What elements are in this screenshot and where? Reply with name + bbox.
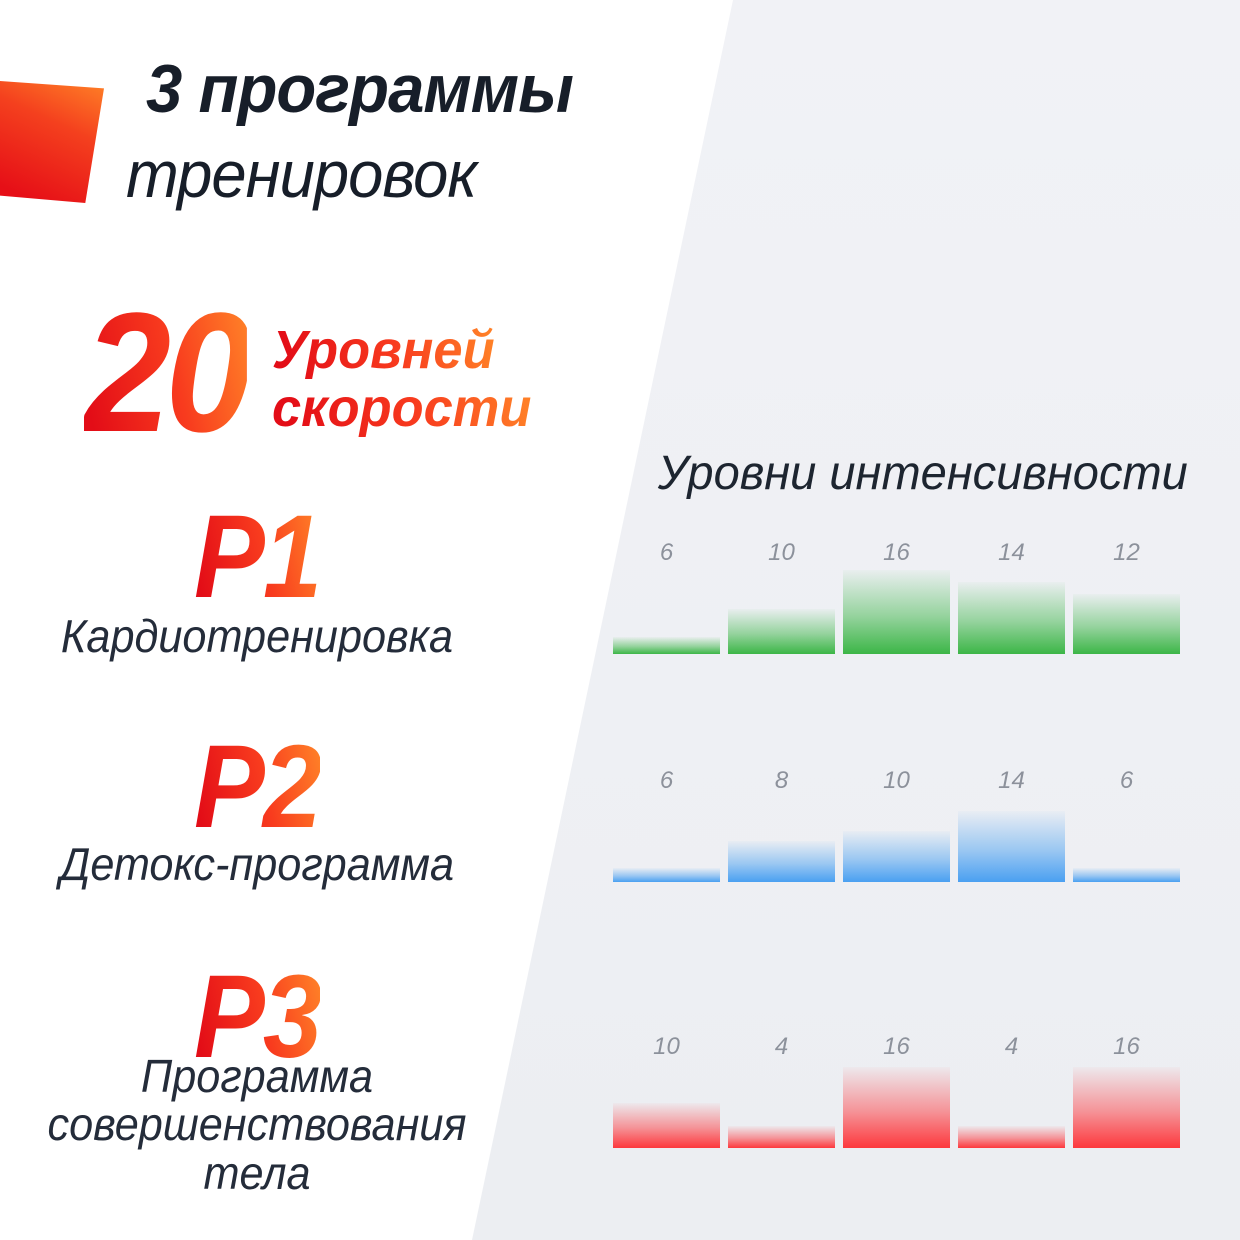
bar	[843, 570, 950, 654]
bar	[613, 868, 720, 882]
bar-value-row: 6 8 10 14 6	[613, 768, 1180, 794]
intensity-chart-p2: 6 8 10 14 6	[613, 768, 1180, 882]
main-title-line1: 3 программы	[146, 51, 574, 127]
bar	[728, 841, 835, 882]
left-column: 3 программы тренировок 20 Уровней скорост…	[0, 0, 573, 1240]
bar-value-label: 8	[774, 767, 789, 794]
bar-value-label: 6	[1119, 767, 1134, 794]
bar-value-row: 6 10 16 14 12	[613, 540, 1180, 566]
bar-value-label: 10	[768, 539, 795, 566]
bar	[728, 1126, 835, 1148]
bar-value-row: 10 4 16 4 16	[613, 1034, 1180, 1060]
bar-row	[613, 568, 1180, 654]
bar-value-label: 4	[774, 1033, 789, 1060]
speed-levels-label: Уровней скорости	[272, 320, 532, 438]
bar	[958, 582, 1065, 654]
bar	[1073, 868, 1180, 882]
speed-label-line1: Уровней	[272, 320, 495, 380]
program-name-p2: Детокс-программа	[59, 838, 455, 890]
bar	[843, 1067, 950, 1148]
bar	[958, 1126, 1065, 1148]
bar-value-label: 10	[883, 767, 910, 794]
speed-levels-number: 20	[84, 278, 252, 468]
program-code-p2: P2	[193, 721, 322, 853]
bar-value-label: 6	[659, 539, 674, 566]
program-code-p1: P1	[193, 491, 322, 623]
intensity-chart-p1: 6 10 16 14 12	[613, 540, 1180, 654]
bar	[843, 831, 950, 882]
program-code-p3: P3	[193, 951, 322, 1083]
red-parallelogram-decoration	[0, 81, 104, 203]
bar-value-label: 16	[1113, 1033, 1140, 1060]
program-name-p3: Программа совершенствования тела	[47, 1050, 467, 1199]
bar-value-label: 4	[1004, 1033, 1019, 1060]
program-name-p1: Кардиотренировка	[60, 610, 454, 662]
bar-value-label: 16	[883, 539, 910, 566]
speed-label-line2: скорости	[272, 377, 532, 438]
bar-row	[613, 796, 1180, 882]
bar-value-label: 10	[653, 1033, 680, 1060]
bar-value-label: 6	[659, 767, 674, 794]
bar	[613, 1103, 720, 1148]
intensity-chart-p3: 10 4 16 4 16	[613, 1034, 1180, 1148]
bar	[613, 637, 720, 654]
bar	[958, 811, 1065, 882]
bar-value-label: 14	[998, 539, 1025, 566]
bar-value-label: 14	[998, 767, 1025, 794]
bar	[1073, 1067, 1180, 1148]
bar	[728, 609, 835, 654]
bar-value-label: 16	[883, 1033, 910, 1060]
main-title-line2: тренировок	[126, 137, 477, 211]
bar-row	[613, 1062, 1180, 1148]
intensity-section-title: Уровни интенсивности	[657, 447, 1188, 500]
bar	[1073, 594, 1180, 654]
bar-value-label: 12	[1113, 539, 1140, 566]
